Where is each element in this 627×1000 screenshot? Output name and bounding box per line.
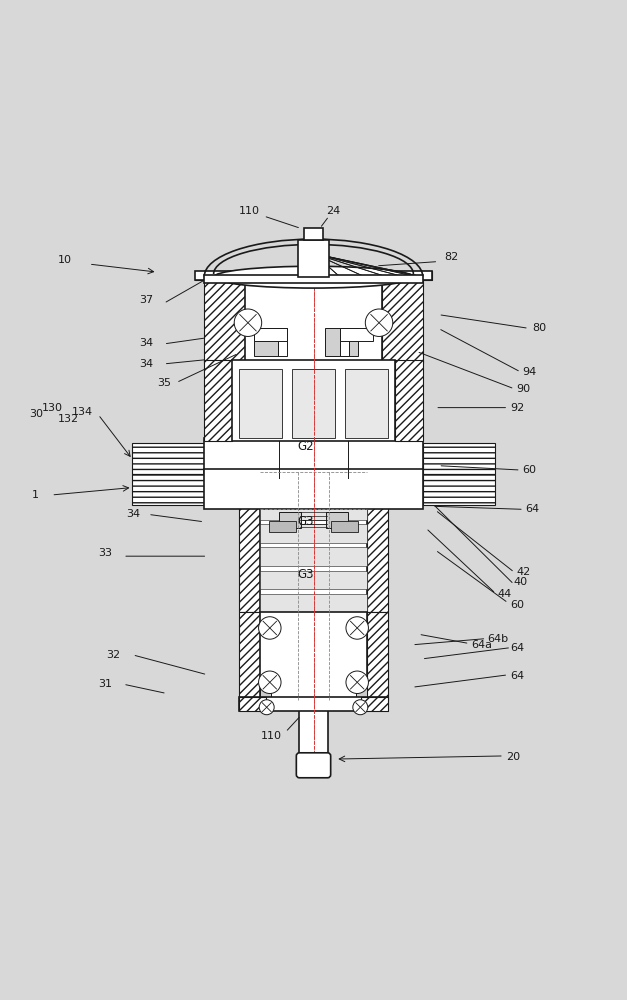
Bar [233, 360, 394, 441]
Text: 42: 42 [517, 567, 530, 577]
Bar [204, 275, 423, 283]
Bar [298, 240, 329, 277]
Bar [292, 369, 335, 438]
Text: 80: 80 [532, 323, 546, 333]
Text: 33: 33 [98, 548, 112, 558]
Bar [260, 571, 367, 589]
Bar [260, 524, 367, 543]
Bar [260, 478, 367, 497]
Circle shape [353, 700, 368, 715]
FancyBboxPatch shape [297, 753, 330, 778]
Text: 94: 94 [523, 367, 537, 377]
Text: 1: 1 [31, 490, 38, 500]
Bar [239, 475, 260, 612]
Bar [361, 697, 388, 711]
Bar [132, 443, 204, 474]
Text: 82: 82 [445, 252, 459, 262]
Bar [388, 271, 432, 280]
Bar [278, 328, 287, 356]
Text: 134: 134 [72, 407, 93, 417]
Bar [326, 512, 348, 528]
Text: 64: 64 [525, 504, 540, 514]
Bar [204, 438, 423, 478]
Bar [260, 547, 367, 566]
Text: 34: 34 [139, 359, 153, 369]
Text: 64: 64 [510, 643, 524, 653]
Bar [260, 612, 367, 700]
Text: 32: 32 [106, 650, 120, 660]
Bar [340, 328, 373, 341]
Text: 37: 37 [139, 295, 153, 305]
Text: 31: 31 [98, 679, 112, 689]
Bar [254, 328, 287, 341]
Text: 60: 60 [523, 465, 537, 475]
Bar [254, 328, 278, 356]
Text: 44: 44 [498, 589, 512, 599]
Text: 64a: 64a [471, 640, 492, 650]
Bar [367, 475, 388, 612]
Bar [195, 271, 239, 280]
Bar [382, 278, 423, 363]
Bar [195, 271, 432, 280]
Bar [345, 369, 388, 438]
Bar [423, 443, 495, 474]
Bar [325, 328, 359, 356]
Bar [239, 369, 282, 438]
Text: 40: 40 [514, 577, 527, 587]
Text: G3: G3 [297, 568, 314, 581]
Bar [340, 328, 349, 356]
Text: G2: G2 [297, 440, 314, 453]
Text: 64: 64 [510, 671, 524, 681]
Bar [245, 278, 382, 363]
Bar [260, 475, 367, 612]
Circle shape [258, 671, 281, 694]
Text: 90: 90 [517, 384, 530, 394]
Text: 30: 30 [29, 409, 43, 419]
Text: 24: 24 [326, 206, 340, 216]
Text: 60: 60 [510, 600, 524, 610]
Circle shape [366, 309, 393, 336]
Bar [239, 697, 266, 711]
Bar [268, 521, 296, 532]
Circle shape [259, 700, 274, 715]
Bar [204, 278, 245, 363]
Bar [331, 521, 359, 532]
Bar [260, 683, 271, 699]
Text: 130: 130 [42, 403, 63, 413]
Bar [300, 250, 327, 762]
Text: 64b: 64b [487, 634, 508, 644]
Bar [367, 612, 388, 700]
Bar [304, 228, 323, 240]
Circle shape [346, 671, 369, 694]
Bar [239, 612, 260, 700]
Text: 110: 110 [260, 731, 282, 741]
Bar [423, 474, 495, 505]
Bar [239, 697, 388, 711]
Bar [279, 512, 301, 528]
Bar [356, 683, 367, 699]
Bar [204, 469, 423, 509]
Bar [260, 594, 367, 612]
Text: 92: 92 [510, 403, 524, 413]
Circle shape [234, 309, 261, 336]
Bar [260, 501, 367, 520]
Text: 34: 34 [139, 338, 153, 348]
Bar [132, 474, 204, 505]
Circle shape [346, 617, 369, 639]
Ellipse shape [214, 266, 413, 288]
Bar [394, 360, 423, 441]
Text: 110: 110 [239, 206, 260, 216]
Text: G3: G3 [297, 515, 314, 528]
Text: 10: 10 [58, 255, 71, 265]
Circle shape [258, 617, 281, 639]
Text: 20: 20 [506, 752, 520, 762]
Text: 132: 132 [58, 414, 79, 424]
Text: 35: 35 [157, 378, 171, 388]
Bar [204, 360, 233, 441]
Text: 34: 34 [126, 509, 140, 519]
